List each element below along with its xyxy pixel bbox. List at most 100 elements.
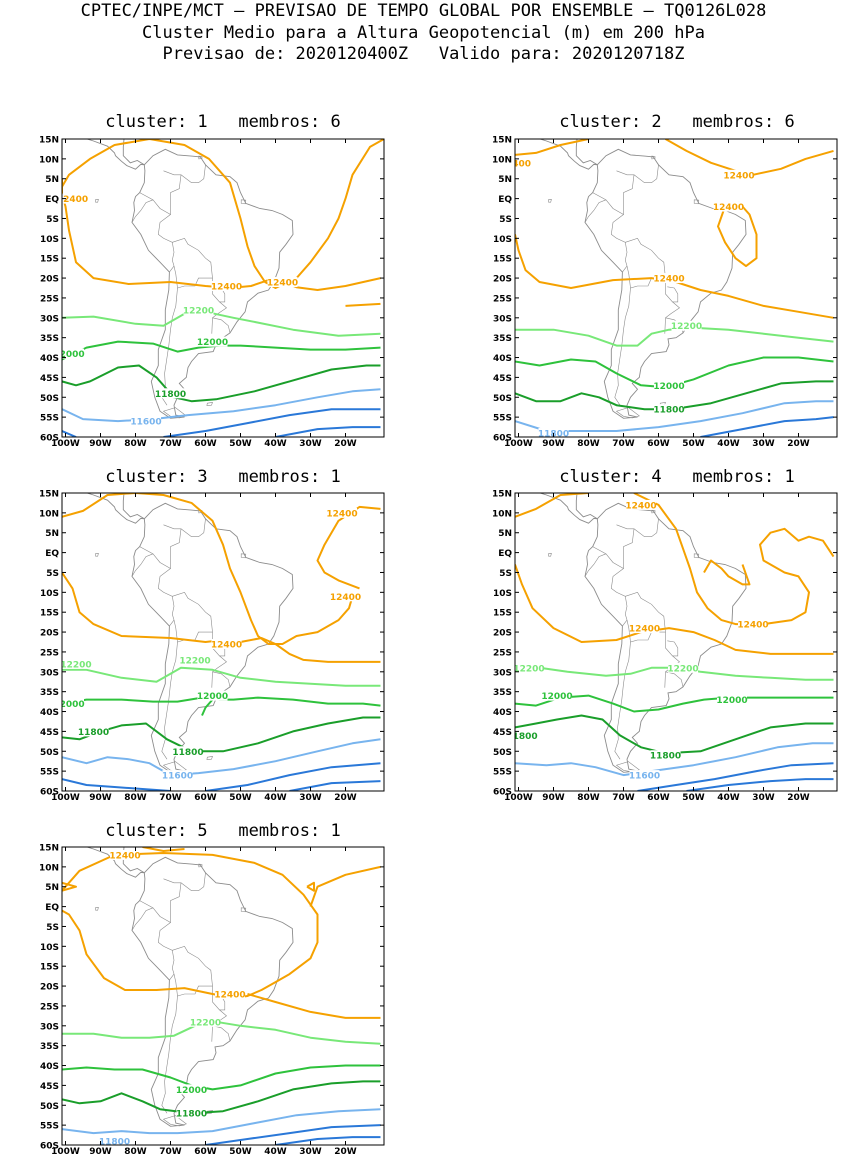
- lon-tick-label: 20W: [334, 1147, 357, 1157]
- lon-tick-label: 60W: [194, 793, 217, 803]
- contour-label: 2400: [506, 159, 531, 169]
- lat-tick-label: 40S: [493, 354, 512, 364]
- island-outline: [651, 509, 656, 514]
- contour-label-bg: [173, 746, 203, 757]
- lon-tick-label: 80W: [124, 793, 147, 803]
- lat-tick-label: 20S: [40, 629, 59, 639]
- header-line-1: CPTEC/INPE/MCT – PREVISAO DE TEMPO GLOBA…: [80, 1, 767, 21]
- lon-tick-label: 90W: [542, 793, 565, 803]
- contour-label-bg: [176, 1084, 207, 1095]
- lon-tick-label: 70W: [159, 439, 182, 449]
- map-content: 12400 12400 12400 12200 12000 12000 11800 11600: [62, 139, 384, 437]
- contour-label: 12000: [653, 382, 684, 392]
- lat-tick-label: 10N: [39, 155, 59, 165]
- lat-tick-label: 45S: [493, 374, 512, 384]
- lon-tick-label: 40W: [717, 439, 740, 449]
- central-america-coastline: [85, 493, 145, 524]
- lat-tick-label: 55S: [40, 414, 59, 424]
- central-america-coastline: [85, 847, 145, 878]
- contour-label: 11600: [130, 418, 161, 428]
- panel-title-4: cluster: 4 membros: 1: [559, 467, 795, 487]
- country-border: [172, 591, 213, 643]
- contour-label-bg: [62, 698, 84, 709]
- contour-line-11400: [275, 426, 381, 437]
- lon-tick-label: 90W: [542, 439, 565, 449]
- lat-tick-label: 55S: [40, 768, 59, 778]
- contour-line-12400: [717, 201, 758, 268]
- map-frame: [514, 492, 838, 792]
- lat-tick-label: 5S: [46, 923, 59, 933]
- contour-label: 11800: [78, 728, 109, 738]
- contour-label-bg: [110, 849, 140, 860]
- lat-tick-label: 15N: [39, 490, 59, 500]
- lon-tick-label: 100W: [51, 1147, 80, 1157]
- lat-tick-label: 5N: [45, 175, 59, 185]
- lat-tick-label: 15N: [492, 490, 512, 500]
- lat-tick-label: 30S: [40, 1022, 59, 1032]
- lon-tick-label: 20W: [787, 793, 810, 803]
- lat-tick-label: 25S: [493, 648, 512, 658]
- country-border: [610, 568, 628, 627]
- country-border: [633, 518, 659, 537]
- contour-label-bg: [629, 623, 660, 634]
- contour-line-11600: [62, 1108, 381, 1135]
- lat-tick-label: 55S: [493, 768, 512, 778]
- lat-tick-label: 5N: [45, 529, 59, 539]
- country-border: [139, 170, 182, 216]
- contour-line-12000: [201, 698, 214, 716]
- lat-tick-label: 35S: [40, 334, 59, 344]
- lon-tick-label: 50W: [229, 793, 252, 803]
- country-border: [139, 524, 182, 570]
- contour-label: 12400: [653, 275, 684, 285]
- country-border: [212, 671, 231, 687]
- contour-label-bg: [330, 591, 361, 602]
- lon-tick-label: 70W: [612, 439, 635, 449]
- map-content: 12400 12400 12200 12000 11800 11800: [62, 847, 381, 1145]
- contour-label: 11800: [506, 732, 537, 742]
- lat-tick-label: 25S: [493, 294, 512, 304]
- contour-label-bg: [654, 380, 684, 391]
- country-border: [180, 518, 206, 537]
- contour-label-bg: [78, 726, 109, 737]
- lon-tick-label: 40W: [264, 1147, 287, 1157]
- country-border: [161, 995, 178, 1114]
- contour-label-bg: [62, 348, 84, 359]
- lon-tick-label: 80W: [577, 793, 600, 803]
- country-border: [131, 199, 154, 223]
- island-outline: [94, 199, 99, 203]
- country-border: [212, 317, 231, 333]
- island-outline: [693, 199, 700, 205]
- map-content: 12400 12400 12400 12200 12200 12000 12000 11800…: [506, 493, 835, 791]
- lat-tick-label: 15S: [493, 255, 512, 265]
- island-outline: [615, 761, 640, 773]
- lon-tick-label: 30W: [752, 793, 775, 803]
- contour-label: 12000: [197, 692, 228, 702]
- map-panel-4: 12400 12400 12400 12200 12200 12000 12000 11800…: [492, 490, 838, 803]
- panel-title-3: cluster: 3 membros: 1: [105, 467, 341, 487]
- country-border: [172, 237, 213, 289]
- lat-tick-label: EQ: [45, 903, 59, 913]
- lat-tick-label: 20S: [40, 275, 59, 285]
- contour-label-bg: [267, 277, 298, 288]
- lat-tick-label: 50S: [40, 394, 59, 404]
- contour-label-bg: [650, 750, 681, 761]
- lon-tick-label: 80W: [124, 439, 147, 449]
- lat-tick-label: 10N: [492, 509, 512, 519]
- contour-label-bg: [538, 428, 569, 437]
- island-outline: [206, 402, 213, 406]
- lat-tick-label: 25S: [40, 648, 59, 658]
- country-border: [584, 199, 607, 223]
- lat-tick-label: 40S: [493, 708, 512, 718]
- country-border: [610, 214, 628, 273]
- lat-tick-label: 10S: [40, 235, 59, 245]
- central-america-coastline: [85, 139, 145, 170]
- country-border: [180, 872, 206, 891]
- contour-label: 12400: [211, 283, 242, 293]
- contour-label: 12200: [667, 664, 698, 674]
- lon-tick-label: 100W: [51, 439, 80, 449]
- contour-line-12400: [62, 852, 319, 999]
- contour-label: 12200: [183, 306, 214, 316]
- contour-label-bg: [717, 694, 747, 705]
- lon-tick-label: 50W: [682, 439, 705, 449]
- contour-line-11400: [637, 762, 834, 791]
